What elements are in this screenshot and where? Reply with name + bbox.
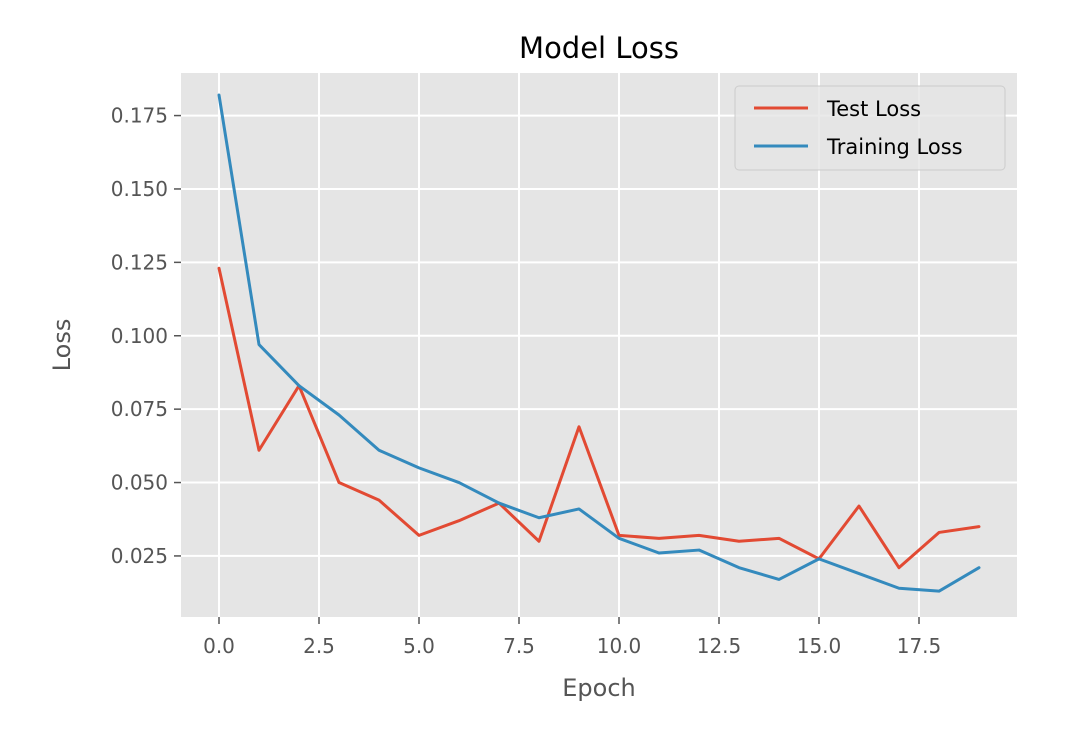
x-tick-label: 0.0 [203, 634, 235, 658]
legend-label-test-loss: Test Loss [826, 97, 921, 121]
x-tick-label: 5.0 [403, 634, 435, 658]
x-tick-label: 12.5 [697, 634, 742, 658]
legend: Test Loss Training Loss [734, 85, 1006, 171]
series-line-training-loss [217, 93, 981, 593]
x-tick-label: 7.5 [503, 634, 535, 658]
y-axis-ticks: 0.025 0.050 0.075 0.100 0.125 0.150 0.175 [111, 104, 181, 568]
y-tick-label: 0.150 [111, 177, 168, 201]
chart-title: Model Loss [519, 31, 679, 65]
x-tick-label: 10.0 [597, 634, 642, 658]
y-tick-label: 0.075 [111, 397, 168, 421]
x-tick-label: 17.5 [897, 634, 942, 658]
y-tick-label: 0.100 [111, 324, 168, 348]
y-tick-label: 0.175 [111, 104, 168, 128]
legend-label-training-loss: Training Loss [826, 135, 963, 159]
y-tick-label: 0.025 [111, 544, 168, 568]
series-layer [217, 93, 981, 593]
series-line-test-loss [217, 266, 981, 570]
y-tick-label: 0.050 [111, 471, 168, 495]
x-axis-ticks: 0.0 2.5 5.0 7.5 10.0 12.5 15.0 17.5 [203, 617, 941, 658]
grid-lines [181, 73, 1017, 617]
y-axis-label: Loss [48, 319, 76, 372]
y-tick-label: 0.125 [111, 250, 168, 274]
x-tick-label: 15.0 [797, 634, 842, 658]
x-tick-label: 2.5 [303, 634, 335, 658]
x-axis-label: Epoch [562, 674, 636, 702]
